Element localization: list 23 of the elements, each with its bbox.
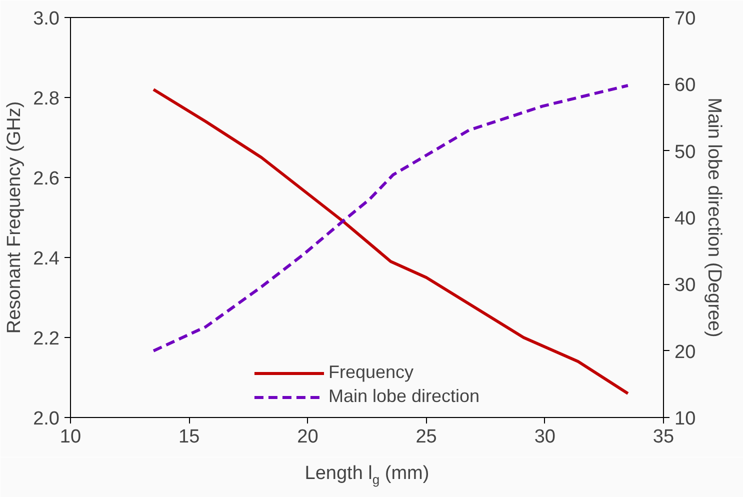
y2-axis-title: Main lobe direction (Degree) <box>704 98 725 338</box>
y2-tick-label: 50 <box>674 142 696 163</box>
legend-label: Frequency <box>328 362 414 383</box>
y2-tick-label: 60 <box>674 75 696 96</box>
y2-tick-label: 20 <box>674 342 696 363</box>
y-tick-label: 3.0 <box>33 8 60 30</box>
x-tick-label: 25 <box>416 426 437 448</box>
y-tick-label: 2.2 <box>33 328 60 350</box>
x-tick-label: 20 <box>297 426 318 448</box>
y2-tick-label: 30 <box>674 275 696 296</box>
y-tick-label: 2.8 <box>33 88 60 110</box>
legend-label: Main lobe direction <box>328 386 480 407</box>
y-tick-label: 2.6 <box>33 168 60 190</box>
y2-tick-label: 70 <box>674 8 696 30</box>
x-tick-label: 30 <box>534 426 556 448</box>
x-tick-label: 35 <box>652 426 674 448</box>
x-tick-label: 10 <box>60 426 82 448</box>
y-axis-title: Resonant Frequency (GHz) <box>4 101 26 334</box>
y-tick-label: 2.0 <box>33 408 60 430</box>
y2-tick-label: 40 <box>674 208 696 230</box>
x-tick-label: 15 <box>178 426 200 448</box>
y-tick-label: 2.4 <box>33 248 60 270</box>
y2-tick-label: 10 <box>674 408 696 430</box>
